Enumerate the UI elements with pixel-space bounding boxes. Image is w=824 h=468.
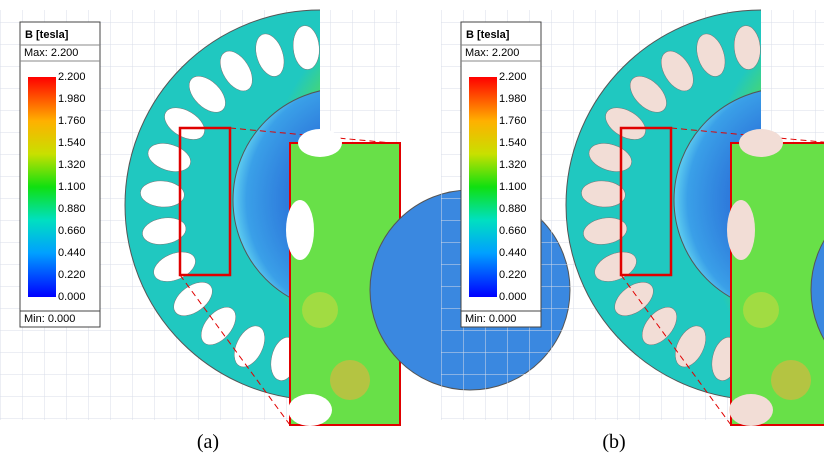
legend-tick-label: 1.100 <box>499 181 527 193</box>
legend-tick-label: 1.320 <box>499 159 527 171</box>
legend-title: B [tesla] <box>25 29 69 41</box>
legend-tick-label: 2.200 <box>499 71 527 83</box>
legend-tick-label: 0.220 <box>499 269 527 281</box>
legend-tick-label: 0.220 <box>58 269 86 281</box>
legend-min: Min: 0.000 <box>24 313 75 325</box>
legend-tick-label: 0.440 <box>499 247 527 259</box>
legend-tick-label: 1.980 <box>499 93 527 105</box>
legend-min-box <box>19 310 101 328</box>
legend-min: Min: 0.000 <box>465 313 516 325</box>
legend-tick-label: 1.100 <box>58 181 86 193</box>
caption: (b) <box>602 431 625 453</box>
legend-title: B [tesla] <box>466 29 510 41</box>
legend-tick-label: 2.200 <box>58 71 86 83</box>
legend-tick-label: 1.540 <box>58 137 86 149</box>
legend-tick-label: 1.760 <box>58 115 86 127</box>
legend-tick-label: 0.880 <box>499 203 527 215</box>
legend-tick-label: 0.440 <box>58 247 86 259</box>
legend-tick-label: 0.660 <box>58 225 86 237</box>
legend-max: Max: 2.200 <box>465 47 519 59</box>
legend-tick-label: 0.880 <box>58 203 86 215</box>
legend-tick-label: 1.760 <box>499 115 527 127</box>
legend-tick-label: 0.660 <box>499 225 527 237</box>
legend-tick-label: 0.000 <box>499 291 527 303</box>
legend-tick-label: 1.540 <box>499 137 527 149</box>
legend-tick-label: 1.320 <box>58 159 86 171</box>
legend-min-box <box>460 310 542 328</box>
legend-tick-label: 0.000 <box>58 291 86 303</box>
color-bar <box>469 77 497 297</box>
legend-max: Max: 2.200 <box>24 47 78 59</box>
legend: B [tesla] Max: 2.200 2.200 1.980 1.760 1.540 1… <box>460 21 542 328</box>
caption: (a) <box>197 431 219 453</box>
legend: B [tesla] Max: 2.200 2.200 1.980 1.760 1.540 1… <box>19 21 101 328</box>
legend-tick-label: 1.980 <box>58 93 86 105</box>
color-bar <box>28 77 56 297</box>
